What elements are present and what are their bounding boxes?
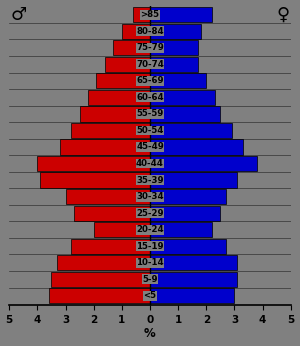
Bar [150,40,198,55]
Bar [71,239,150,254]
Bar [150,206,220,221]
Bar [150,156,257,171]
Bar [51,272,150,287]
Bar [150,90,215,105]
Text: ♀: ♀ [276,6,290,24]
Text: 30-34: 30-34 [136,192,164,201]
Bar [65,189,150,204]
Bar [150,189,226,204]
Bar [57,255,150,270]
Bar [105,57,150,72]
Text: 70-74: 70-74 [136,60,164,69]
Bar [49,288,150,303]
Text: 20-24: 20-24 [136,225,164,234]
Text: 40-44: 40-44 [136,159,164,168]
Text: 55-59: 55-59 [136,109,164,118]
Text: 35-39: 35-39 [136,175,164,184]
Bar [133,7,150,22]
Bar [150,239,226,254]
Text: 5-9: 5-9 [142,275,158,284]
Text: 25-29: 25-29 [136,209,164,218]
Bar [150,123,232,138]
Bar [60,139,150,155]
Text: 15-19: 15-19 [136,242,164,251]
Bar [37,156,150,171]
Bar [150,57,198,72]
Bar [113,40,150,55]
Bar [150,272,237,287]
Bar [74,206,150,221]
Text: 65-69: 65-69 [136,76,164,85]
Bar [150,73,206,89]
Bar [150,222,212,237]
Bar [94,222,150,237]
Bar [88,90,150,105]
Bar [150,288,235,303]
Text: 75-79: 75-79 [136,43,164,52]
Bar [150,139,243,155]
X-axis label: %: % [144,327,156,340]
Bar [40,172,150,188]
Bar [150,172,237,188]
Text: 60-64: 60-64 [136,93,164,102]
Bar [71,123,150,138]
Text: 45-49: 45-49 [136,143,164,152]
Bar [150,255,237,270]
Text: 80-84: 80-84 [136,27,164,36]
Text: 50-54: 50-54 [136,126,164,135]
Bar [122,24,150,39]
Bar [150,7,212,22]
Bar [150,106,220,121]
Bar [80,106,150,121]
Text: 10-14: 10-14 [136,258,164,267]
Text: ♂: ♂ [11,6,27,24]
Bar [150,24,201,39]
Bar [97,73,150,89]
Text: >85: >85 [140,10,160,19]
Text: <5: <5 [143,291,157,300]
